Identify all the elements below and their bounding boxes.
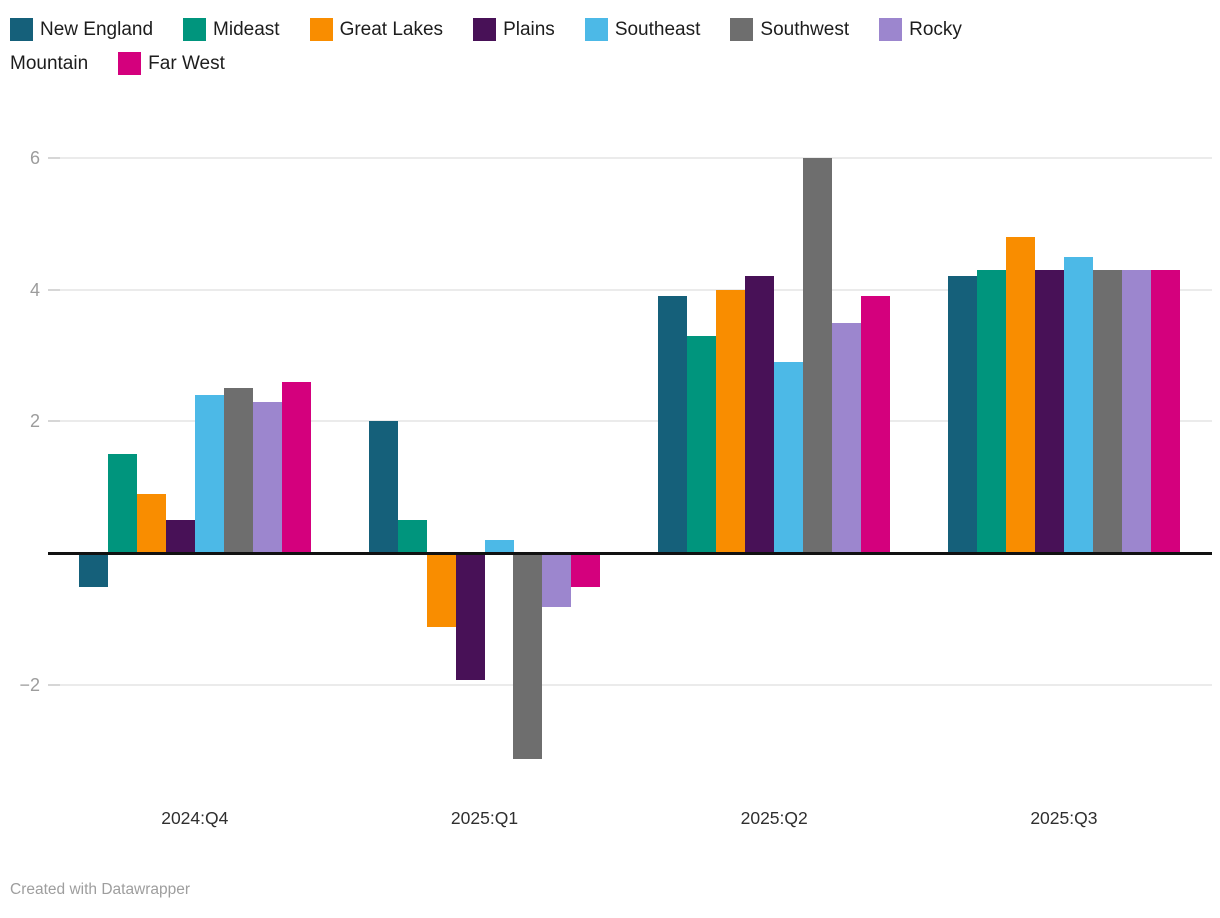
y-axis-label: −2 — [19, 674, 40, 695]
bar-new-england-2025-Q2 — [658, 296, 688, 553]
legend-item: Southwest — [730, 17, 850, 41]
bar-southwest-2025-Q2 — [803, 157, 833, 553]
bar-far-west-2025-Q1 — [571, 554, 601, 588]
legend-item: New England — [10, 17, 154, 41]
legend-swatch-icon — [879, 17, 903, 41]
legend-label: Plains — [503, 18, 555, 40]
legend-label: Great Lakes — [339, 18, 444, 40]
legend-swatch-icon — [730, 17, 754, 41]
bar-far-west-2024-Q4 — [281, 381, 311, 553]
bar-rocky-mountain-2025-Q1 — [542, 554, 572, 608]
bar-southwest-2024-Q4 — [223, 388, 253, 553]
bar-great-lakes-2025-Q3 — [1006, 236, 1035, 553]
legend-item: Southeast — [584, 17, 701, 41]
legend: New England Mideast Great Lakes Plains South… — [10, 12, 1210, 80]
y-axis-label: 4 — [29, 279, 40, 300]
x-axis-label: 2025:Q2 — [740, 808, 808, 828]
y-axis-label: 6 — [29, 147, 40, 168]
legend-item: Great Lakes — [309, 17, 444, 41]
y-axis-label: 2 — [29, 411, 40, 432]
legend-label: Mideast — [213, 18, 280, 40]
gridline — [48, 288, 1212, 291]
x-axis-label: 2024:Q4 — [161, 808, 229, 828]
bar-southwest-2025-Q3 — [1092, 269, 1122, 553]
legend-swatch-icon — [584, 17, 608, 41]
legend-swatch-icon — [10, 17, 33, 41]
bar-mideast-2025-Q3 — [977, 269, 1007, 553]
bar-far-west-2025-Q3 — [1150, 269, 1180, 553]
legend-label: Southwest — [760, 18, 850, 40]
gridline — [48, 156, 1212, 159]
bar-plains-2025-Q2 — [745, 276, 775, 553]
bar-southwest-2025-Q1 — [513, 554, 543, 759]
bar-new-england-2025-Q3 — [948, 276, 978, 553]
bar-great-lakes-2024-Q4 — [136, 493, 166, 553]
bar-plains-2024-Q4 — [165, 520, 195, 553]
bar-rocky-mountain-2025-Q2 — [832, 322, 862, 553]
axis-tick — [48, 683, 60, 686]
legend-swatch-icon — [118, 51, 142, 75]
x-axis-label: 2025:Q1 — [450, 808, 519, 828]
bar-mideast-2025-Q1 — [397, 520, 427, 553]
bar-plains-2025-Q1 — [455, 554, 485, 680]
gridline — [48, 420, 1212, 423]
x-axis-label: 2025:Q3 — [1030, 808, 1098, 828]
bar-far-west-2025-Q2 — [861, 296, 891, 553]
legend-label: Far West — [148, 52, 225, 74]
legend-row: Mountain Far West — [10, 46, 1210, 80]
legend-item: Plains — [473, 17, 555, 41]
legend-swatch-icon — [183, 17, 207, 41]
bar-southeast-2025-Q2 — [774, 362, 804, 553]
axis-tick — [48, 288, 60, 291]
bar-southeast-2025-Q1 — [484, 539, 514, 553]
axis-tick — [48, 156, 60, 159]
bar-new-england-2025-Q1 — [368, 421, 398, 553]
bar-new-england-2024-Q4 — [79, 554, 108, 588]
legend-swatch-icon — [473, 17, 497, 41]
legend-item: Far West — [118, 51, 225, 75]
bar-rocky-mountain-2025-Q3 — [1121, 269, 1151, 553]
gridline — [48, 683, 1212, 686]
legend-label: Mountain — [10, 52, 89, 74]
bar-great-lakes-2025-Q2 — [716, 289, 746, 553]
legend-row: New England Mideast Great Lakes Plains South… — [10, 12, 1210, 46]
legend-item: Mideast — [183, 17, 280, 41]
bar-southeast-2025-Q3 — [1063, 256, 1093, 553]
legend-swatch-icon — [309, 17, 333, 41]
bar-mideast-2024-Q4 — [107, 454, 137, 553]
legend-item: Mountain — [10, 52, 88, 75]
bar-mideast-2025-Q2 — [687, 335, 717, 553]
legend-label: New England — [40, 18, 154, 40]
attribution-text: Created with Datawrapper — [10, 881, 191, 898]
bar-great-lakes-2025-Q1 — [426, 554, 456, 627]
axis-tick — [48, 420, 60, 423]
legend-item: Rocky — [879, 17, 962, 41]
bar-plains-2025-Q3 — [1034, 269, 1064, 553]
legend-label: Rocky — [909, 18, 962, 40]
zero-baseline — [48, 551, 1212, 555]
legend-label: Southeast — [614, 18, 701, 40]
bar-rocky-mountain-2024-Q4 — [252, 401, 282, 553]
bar-southeast-2024-Q4 — [194, 394, 224, 553]
